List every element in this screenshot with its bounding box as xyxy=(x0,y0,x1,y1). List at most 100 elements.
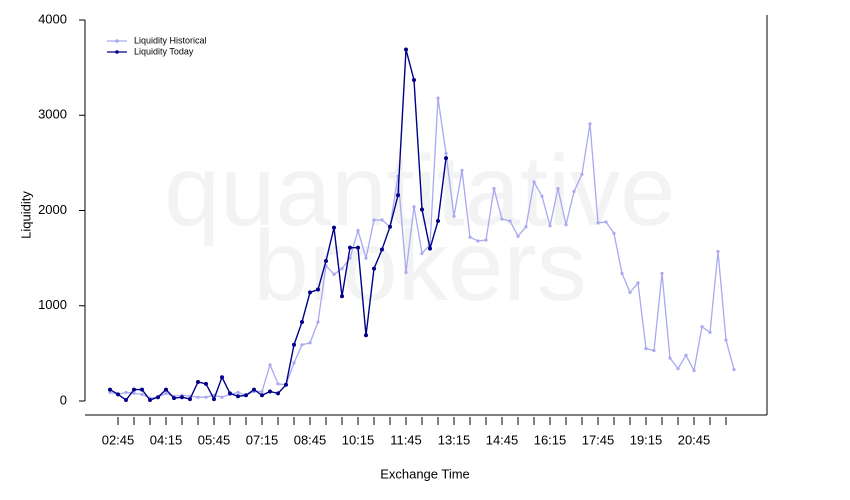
legend-label: Liquidity Today xyxy=(134,46,194,56)
data-point xyxy=(580,172,584,176)
x-tick-label: 11:45 xyxy=(390,432,422,447)
data-point xyxy=(460,168,464,173)
data-point xyxy=(548,224,552,228)
data-point xyxy=(308,290,312,295)
x-tick-label: 04:15 xyxy=(150,432,183,447)
data-point xyxy=(204,381,208,386)
data-point xyxy=(420,251,424,255)
legend-marker xyxy=(115,50,119,54)
data-point xyxy=(236,394,240,399)
data-point xyxy=(388,224,392,229)
x-tick-label: 20:45 xyxy=(678,432,711,447)
data-point xyxy=(332,225,336,230)
data-point xyxy=(500,217,504,221)
data-point xyxy=(596,221,600,225)
x-tick-label: 16:15 xyxy=(534,432,567,447)
x-tick-label: 17:45 xyxy=(582,432,615,447)
data-point xyxy=(716,249,720,254)
data-point xyxy=(612,231,616,235)
data-point xyxy=(436,218,440,223)
data-point xyxy=(268,389,272,394)
data-point xyxy=(668,356,672,360)
x-axis-label: Exchange Time xyxy=(380,466,470,481)
data-point xyxy=(204,395,208,399)
x-tick-label: 08:45 xyxy=(294,432,327,447)
data-point xyxy=(540,194,544,198)
data-point xyxy=(340,294,344,299)
data-point xyxy=(156,395,160,400)
data-point xyxy=(340,267,344,271)
data-point xyxy=(532,180,536,184)
data-point xyxy=(228,391,232,396)
data-point xyxy=(652,348,656,353)
data-point xyxy=(212,397,216,402)
data-point xyxy=(300,319,304,324)
y-tick-label: 2000 xyxy=(38,202,67,217)
data-point xyxy=(372,218,376,222)
data-point xyxy=(700,325,704,329)
data-point xyxy=(404,270,408,275)
data-point xyxy=(260,393,264,398)
data-point xyxy=(196,379,200,384)
x-tick-label: 14:45 xyxy=(486,432,519,447)
data-point xyxy=(380,218,384,222)
x-tick-label: 13:15 xyxy=(438,432,471,447)
x-tick-label: 07:15 xyxy=(246,432,279,447)
data-point xyxy=(196,395,200,399)
data-point xyxy=(356,245,360,250)
data-point xyxy=(276,391,280,396)
legend-marker xyxy=(115,39,119,43)
data-point xyxy=(620,271,624,275)
data-point xyxy=(628,290,632,295)
data-point xyxy=(132,391,136,395)
data-point xyxy=(140,387,144,392)
data-point xyxy=(292,361,296,365)
data-point xyxy=(436,96,440,100)
data-point xyxy=(148,398,152,403)
data-point xyxy=(396,193,400,198)
data-point xyxy=(476,239,480,243)
data-point xyxy=(220,375,224,380)
data-point xyxy=(316,287,320,292)
data-point xyxy=(236,390,240,395)
data-point xyxy=(636,281,640,285)
data-point xyxy=(644,347,648,351)
y-axis-label: Liquidity xyxy=(18,191,33,239)
data-point xyxy=(356,228,360,233)
data-point xyxy=(412,205,416,209)
data-point xyxy=(252,387,256,392)
data-point xyxy=(124,390,128,395)
data-point xyxy=(604,220,608,224)
data-point xyxy=(524,225,528,229)
data-point xyxy=(164,391,168,395)
data-point xyxy=(132,387,136,392)
data-point xyxy=(556,186,560,191)
x-tick-label: 02:45 xyxy=(102,432,135,447)
data-point xyxy=(124,398,128,403)
data-point xyxy=(164,387,168,392)
legend-label: Liquidity Historical xyxy=(134,35,207,45)
watermark: brokers xyxy=(253,210,586,322)
data-point xyxy=(172,396,176,401)
data-point xyxy=(284,382,288,387)
data-point xyxy=(516,234,520,238)
data-point xyxy=(108,390,112,395)
data-point xyxy=(140,392,144,396)
data-point xyxy=(684,353,688,357)
data-point xyxy=(404,47,408,52)
data-point xyxy=(492,186,496,191)
data-point xyxy=(588,122,592,126)
data-point xyxy=(380,247,384,252)
data-point xyxy=(444,156,448,161)
data-point xyxy=(372,266,376,271)
data-point xyxy=(316,320,320,324)
data-point xyxy=(364,256,368,260)
data-point xyxy=(220,395,224,399)
x-tick-label: 05:45 xyxy=(198,432,231,447)
data-point xyxy=(108,387,112,392)
data-point xyxy=(420,207,424,212)
data-point xyxy=(188,397,192,402)
data-point xyxy=(308,341,312,345)
data-point xyxy=(300,343,304,347)
